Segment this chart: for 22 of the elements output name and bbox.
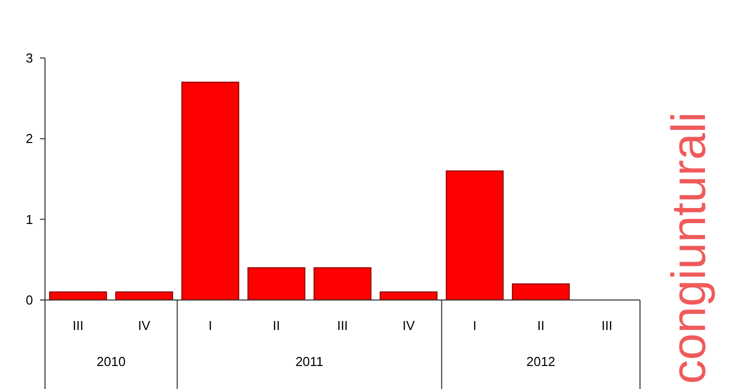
y-tick-label: 1	[26, 212, 33, 227]
bar	[446, 170, 504, 300]
text: 2010	[96, 354, 126, 369]
text: 2011	[295, 354, 324, 369]
x-tick-label: III	[72, 318, 84, 333]
x-tick-label: II	[272, 318, 280, 333]
x-tick-label: I	[208, 318, 212, 333]
bar	[512, 283, 570, 300]
y-tick-label: 0	[26, 292, 33, 308]
y-tick-label: 3	[26, 50, 33, 66]
x-tick-label: III	[602, 318, 612, 333]
x-tick-label: IV	[138, 318, 151, 333]
bar	[314, 267, 372, 300]
text: 2012	[526, 354, 556, 369]
bar	[247, 267, 306, 300]
x-tick-label: III	[337, 318, 348, 333]
bar	[181, 82, 240, 300]
x-tick-label: II	[537, 318, 544, 333]
text: congiunturali	[663, 112, 716, 384]
x-tick-label: IV	[402, 318, 416, 333]
y-tick-label: 2	[26, 131, 33, 146]
x-tick-label: I	[472, 318, 477, 333]
